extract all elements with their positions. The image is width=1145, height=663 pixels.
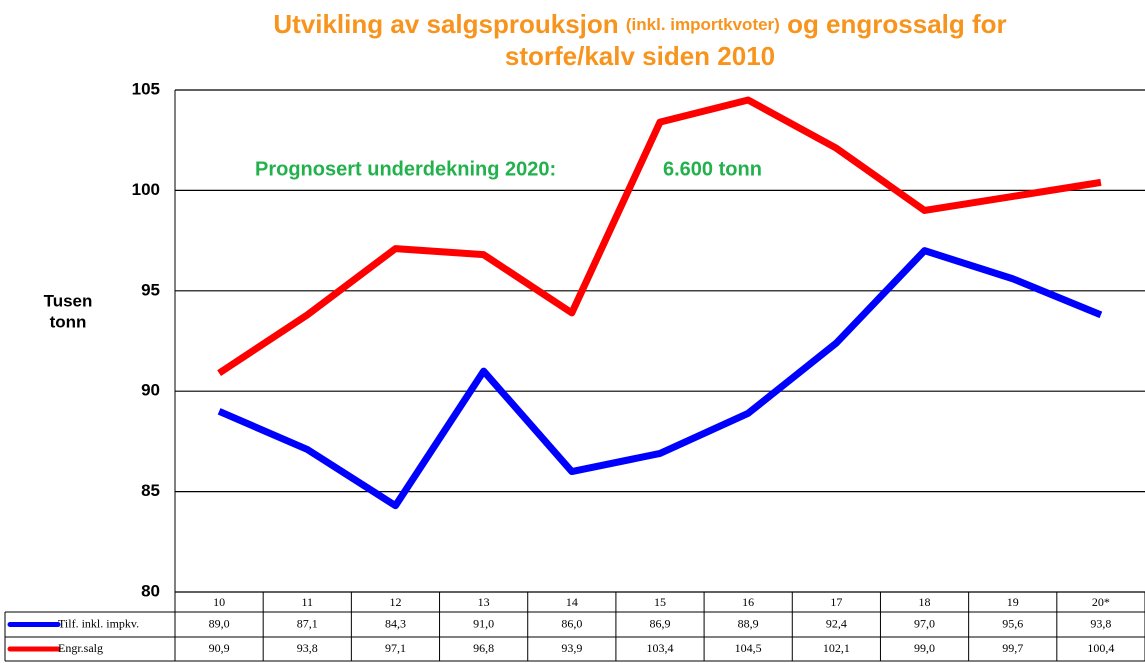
- table-value: 89,0: [209, 616, 230, 630]
- table-value: 97,0: [914, 616, 935, 630]
- annotation: 6.600 tonn: [663, 158, 762, 180]
- table-value: 93,9: [561, 641, 582, 655]
- table-value: 103,4: [647, 641, 674, 655]
- x-tick-label: 15: [654, 595, 666, 609]
- table-value: 95,6: [1002, 616, 1023, 630]
- x-tick-label: 19: [1007, 595, 1019, 609]
- table-value: 93,8: [297, 641, 318, 655]
- table-value: 84,3: [385, 616, 406, 630]
- x-tick-label: 10: [213, 595, 225, 609]
- x-tick-label: 12: [389, 595, 401, 609]
- x-tick-label: 16: [742, 595, 754, 609]
- y-tick-label: 100: [132, 180, 160, 199]
- table-value: 88,9: [738, 616, 759, 630]
- y-axis-label: tonn: [50, 312, 87, 331]
- series-line: [217, 96, 1102, 377]
- table-value: 97,1: [385, 641, 406, 655]
- series-line: [217, 247, 1103, 510]
- y-tick-label: 85: [141, 481, 160, 500]
- x-tick-label: 13: [478, 595, 490, 609]
- table-value: 96,8: [473, 641, 494, 655]
- table-value: 99,7: [1002, 641, 1023, 655]
- table-value: 104,5: [735, 641, 762, 655]
- table-value: 92,4: [826, 616, 847, 630]
- annotation: Prognosert underdekning 2020:: [255, 158, 556, 180]
- x-tick-label: 14: [566, 595, 578, 609]
- y-tick-label: 80: [141, 581, 160, 600]
- title-part: (inkl. importkvoter): [626, 15, 780, 34]
- y-axis-label: Tusen: [44, 291, 93, 310]
- table-value: 87,1: [297, 616, 318, 630]
- table-value: 90,9: [209, 641, 230, 655]
- table-value: 91,0: [473, 616, 494, 630]
- x-tick-label: 18: [919, 595, 931, 609]
- y-tick-label: 105: [132, 79, 160, 98]
- y-tick-label: 95: [141, 280, 160, 299]
- chart-title: Utvikling av salgsprouksjon (inkl. impor…: [273, 9, 1006, 39]
- y-tick-label: 90: [141, 381, 160, 400]
- x-tick-label: 11: [301, 595, 313, 609]
- title-part: Utvikling av salgsprouksjon: [273, 9, 626, 39]
- legend-label: Engr.salg: [58, 641, 103, 655]
- chart-title: storfe/kalv siden 2010: [505, 41, 775, 71]
- table-value: 100,4: [1087, 641, 1114, 655]
- table-value: 99,0: [914, 641, 935, 655]
- x-tick-label: 17: [830, 595, 842, 609]
- table-value: 86,0: [561, 616, 582, 630]
- legend-label: Tilf. inkl. impkv.: [58, 616, 139, 630]
- title-part: og engrossalg for: [780, 9, 1007, 39]
- x-tick-label: 20*: [1092, 595, 1110, 609]
- table-value: 93,8: [1090, 616, 1111, 630]
- table-value: 102,1: [823, 641, 850, 655]
- table-value: 86,9: [650, 616, 671, 630]
